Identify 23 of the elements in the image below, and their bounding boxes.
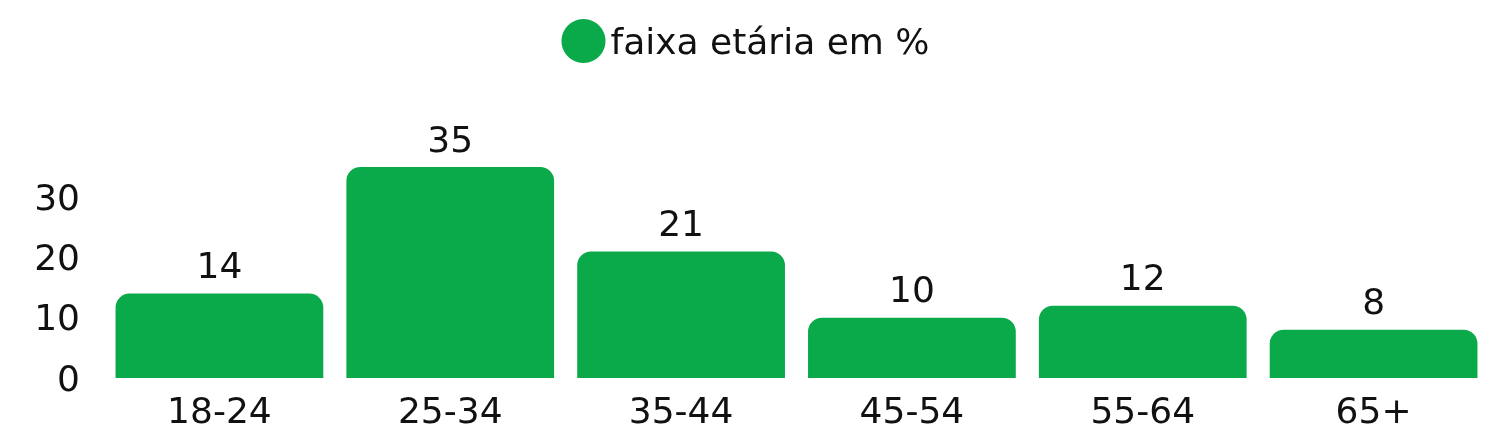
bar xyxy=(1038,305,1247,378)
bar xyxy=(346,167,555,378)
bar xyxy=(808,317,1016,378)
data-label: 35 xyxy=(427,118,474,160)
x-tick-label: 55-64 xyxy=(1090,389,1196,431)
x-tick-label: 35-44 xyxy=(628,389,734,431)
y-tick-label: 10 xyxy=(34,297,80,339)
x-tick-label: 18-24 xyxy=(167,389,272,431)
y-tick-label: 20 xyxy=(34,236,80,278)
y-tick-label: 0 xyxy=(57,357,80,399)
data-label: 10 xyxy=(889,269,935,311)
y-tick-label: 30 xyxy=(34,176,80,218)
x-tick-label: 45-54 xyxy=(859,389,965,431)
bar xyxy=(115,293,324,378)
x-tick-label: 65+ xyxy=(1335,389,1412,431)
legend-label: faixa etária em % xyxy=(610,20,930,62)
bar xyxy=(1269,329,1478,378)
data-label: 14 xyxy=(196,245,243,287)
bar xyxy=(577,251,785,378)
x-tick-label: 25-34 xyxy=(397,389,503,431)
data-label: 21 xyxy=(658,202,704,244)
data-label: 12 xyxy=(1119,257,1166,299)
data-label: 8 xyxy=(1362,281,1386,323)
